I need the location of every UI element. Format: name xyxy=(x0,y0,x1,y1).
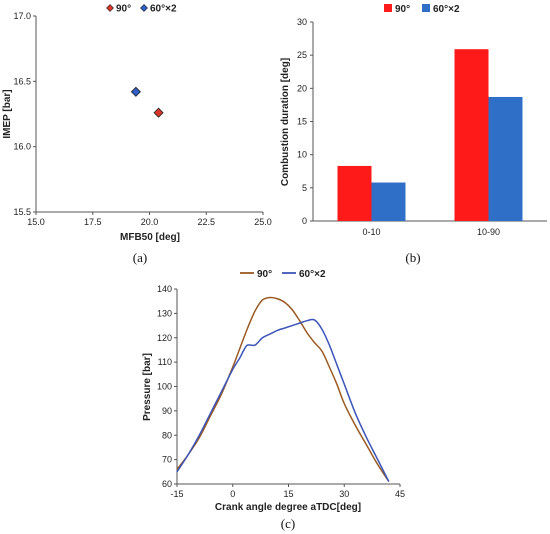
scatter-panel-a: 15.0 17.5 20.0 22.5 25.0 15.5 16.0 16.5 17.0 90… xyxy=(2,4,272,266)
legend-b-label-0: 90° xyxy=(395,4,410,15)
b-ytick-label: 15 xyxy=(297,117,307,127)
c-ytick-label: 60 xyxy=(162,479,172,489)
legend-a-label-0: 90° xyxy=(116,4,131,15)
legend-b-label-1: 60°×2 xyxy=(433,4,460,15)
legend-b-swatch-0 xyxy=(384,4,392,12)
panel-label-c: (c) xyxy=(281,516,295,531)
legend-b-swatch-1 xyxy=(422,4,430,12)
panel-label-a: (a) xyxy=(133,250,147,265)
c-ytick-label: 90 xyxy=(162,406,172,416)
axis-b-ylabel: Combustion duration [deg] xyxy=(280,58,291,186)
bar-0-10-series-0 xyxy=(337,165,372,221)
axis-c-xlabel: Crank angle degree aTDC[deg] xyxy=(215,502,361,513)
line-panel-c: -15 0 15 30 45 60 70 80 90 100 110 120 130 140 90° 60… xyxy=(142,269,405,531)
legend-a-marker-0 xyxy=(106,4,114,12)
bar-10-90-series-1 xyxy=(488,96,523,221)
panel-label-b: (b) xyxy=(405,250,420,265)
c-xtick-label: 0 xyxy=(230,489,235,499)
c-xtick-label: 30 xyxy=(339,489,349,499)
c-ytick-label: 140 xyxy=(157,284,172,294)
legend-c-label-1: 60°×2 xyxy=(299,269,326,280)
a-xtick-label: 22.5 xyxy=(197,217,215,227)
a-ytick-label: 16.5 xyxy=(13,76,31,86)
legend-a-marker-1 xyxy=(140,4,148,12)
legend-a-label-1: 60°×2 xyxy=(150,4,177,15)
a-xtick-label: 20.0 xyxy=(141,217,159,227)
b-ytick-label: 30 xyxy=(297,17,307,27)
line-series-1 xyxy=(176,318,390,482)
bar-0-10-series-1 xyxy=(371,182,406,221)
a-xtick-label: 25.0 xyxy=(254,217,272,227)
c-xtick-label: -15 xyxy=(170,489,183,499)
c-ytick-label: 100 xyxy=(157,382,172,392)
scatter-point-series-1 xyxy=(130,86,141,97)
c-ytick-label: 120 xyxy=(157,333,172,343)
bar-10-90-series-0 xyxy=(454,49,489,221)
line-series-0 xyxy=(176,296,390,482)
b-ytick-label: 5 xyxy=(302,183,307,193)
c-xtick-label: 15 xyxy=(283,489,293,499)
b-ytick-label: 10 xyxy=(297,150,307,160)
b-ytick-label: 25 xyxy=(297,50,307,60)
a-xtick-label: 15.0 xyxy=(27,217,45,227)
b-ytick-label: 0 xyxy=(302,216,307,226)
c-ytick-label: 80 xyxy=(162,430,172,440)
c-ytick-label: 70 xyxy=(162,455,172,465)
axis-c-ylabel: Pressure [bar] xyxy=(142,353,153,421)
c-ytick-label: 130 xyxy=(157,308,172,318)
b-category-label: 10-90 xyxy=(477,227,500,237)
axis-a-xlabel: MFB50 [deg] xyxy=(120,232,180,243)
c-xtick-label: 45 xyxy=(395,489,405,499)
scatter-point-series-0 xyxy=(153,107,164,118)
c-ytick-label: 110 xyxy=(158,357,172,367)
a-ytick-label: 17.0 xyxy=(13,11,31,21)
a-ytick-label: 16.0 xyxy=(13,142,31,152)
legend-c-label-0: 90° xyxy=(257,269,272,280)
b-ytick-label: 20 xyxy=(297,83,307,93)
a-xtick-label: 17.5 xyxy=(84,217,102,227)
bar-panel-b: 0 5 10 15 20 25 30 0-10 10-90 90° 60°×2 Combusti… xyxy=(280,4,547,265)
a-ytick-label: 15.5 xyxy=(13,207,31,217)
b-category-label: 0-10 xyxy=(362,227,380,237)
axis-a-ylabel: IMEP [bar] xyxy=(2,89,13,138)
